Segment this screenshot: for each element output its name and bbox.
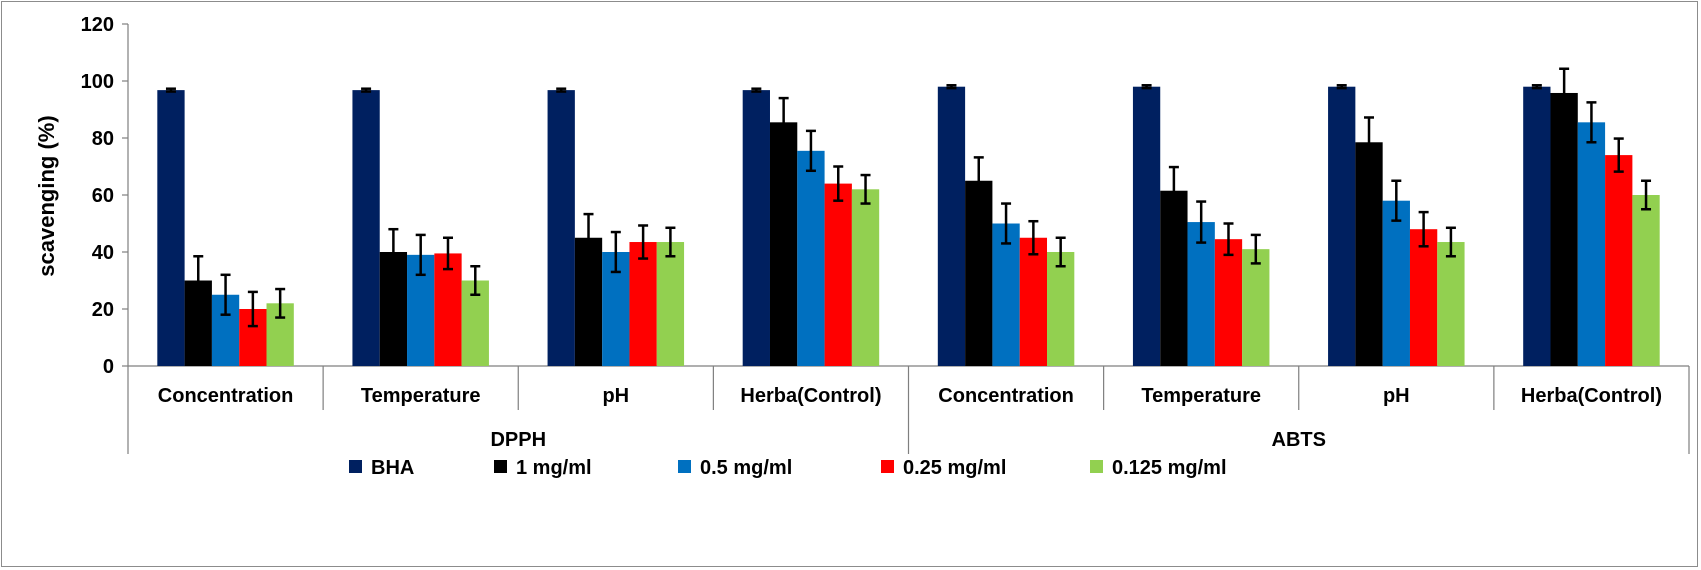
- x-category-label: Concentration: [158, 385, 294, 407]
- x-category-label: Temperature: [361, 385, 481, 407]
- bar: [851, 189, 880, 366]
- bar: [1632, 195, 1660, 366]
- y-axis-title: scavenging (%): [34, 115, 59, 276]
- x-group-label: DPPH: [490, 429, 546, 451]
- y-tick-label: 60: [92, 185, 114, 207]
- bar: [1187, 222, 1215, 366]
- bar: [1132, 86, 1161, 366]
- bar: [1019, 237, 1048, 366]
- y-tick-label: 20: [92, 299, 114, 321]
- bar: [769, 122, 798, 366]
- legend-swatch: [1090, 460, 1103, 473]
- y-tick-label: 80: [92, 128, 114, 150]
- bar: [157, 90, 185, 367]
- bar: [1214, 239, 1243, 366]
- bar: [1409, 229, 1438, 366]
- x-category-label: Herba(Control): [1521, 385, 1662, 407]
- bar: [1577, 122, 1606, 366]
- y-axis-ticks: 0 20 40 60 80 100 120: [81, 14, 128, 378]
- legend-label: 1 mg/ml: [516, 457, 592, 479]
- bar: [965, 180, 993, 366]
- bars: [157, 86, 1660, 367]
- x-category-label: Temperature: [1141, 385, 1261, 407]
- legend-swatch: [349, 460, 362, 473]
- bar: [1242, 249, 1270, 366]
- bar: [992, 223, 1020, 366]
- bar: [824, 183, 852, 366]
- legend-label: 0.5 mg/ml: [700, 457, 792, 479]
- bar: [547, 90, 575, 367]
- bar: [1437, 242, 1465, 366]
- error-bars: [165, 67, 1652, 328]
- legend-label: 0.25 mg/ml: [903, 457, 1006, 479]
- bar: [937, 86, 966, 366]
- bar: [352, 90, 380, 367]
- y-tick-label: 40: [92, 242, 114, 264]
- bar: [1047, 252, 1075, 366]
- bar: [1523, 86, 1551, 366]
- y-axis-title-group: scavenging (%): [34, 115, 59, 276]
- y-tick-label: 120: [81, 14, 114, 36]
- bar: [1328, 86, 1356, 366]
- legend-label: BHA: [371, 457, 414, 479]
- legend-label: 0.125 mg/ml: [1112, 457, 1227, 479]
- legend-swatch: [494, 460, 507, 473]
- bar: [656, 242, 685, 366]
- x-category-label: pH: [1383, 385, 1410, 407]
- bar: [1382, 200, 1410, 366]
- x-axis-labels: Concentration Temperature pH Herba(Control)…: [158, 385, 1662, 451]
- x-category-label: Concentration: [938, 385, 1074, 407]
- x-group-label: ABTS: [1272, 429, 1326, 451]
- x-category-label: pH: [602, 385, 629, 407]
- bar: [742, 90, 770, 367]
- y-tick-label: 0: [103, 356, 114, 378]
- y-tick-label: 100: [81, 71, 114, 93]
- bar: [629, 242, 657, 366]
- legend-swatch: [678, 460, 691, 473]
- bar: [797, 150, 825, 366]
- bar: [434, 253, 462, 366]
- legend-swatch: [881, 460, 894, 473]
- x-category-label: Herba(Control): [740, 385, 881, 407]
- bar: [1160, 190, 1188, 366]
- bar: [1605, 155, 1633, 366]
- legend: BHA 1 mg/ml 0.5 mg/ml 0.25 mg/ml 0.125 mg/ml: [349, 457, 1227, 479]
- bar: [1355, 142, 1383, 366]
- bar: [1550, 92, 1578, 366]
